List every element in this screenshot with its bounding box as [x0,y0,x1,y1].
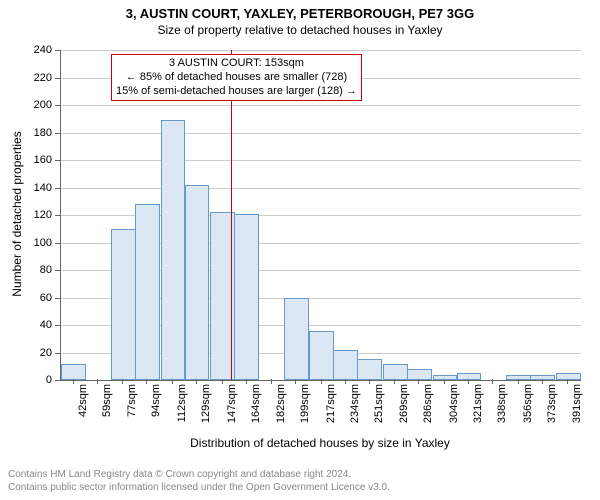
gridline [61,105,581,106]
gridline [61,188,581,189]
ytick-label: 120 [0,209,52,221]
footer-line-1: Contains HM Land Registry data © Crown c… [8,469,592,482]
xtick-mark [492,379,493,384]
xtick-label: 217sqm [325,384,337,423]
gridline [61,50,581,51]
xtick-mark [73,379,74,384]
xtick-label: 182sqm [275,384,287,423]
ytick-label: 0 [0,374,52,386]
gridline [61,160,581,161]
xtick-mark [321,379,322,384]
xtick-mark [122,379,123,384]
xtick-mark [222,379,223,384]
xtick-label: 356sqm [522,384,534,423]
xtick-mark [418,379,419,384]
xtick-mark [369,379,370,384]
chart-title: 3, AUSTIN COURT, YAXLEY, PETERBOROUGH, P… [0,0,600,21]
xtick-mark [468,379,469,384]
xtick-label: 234sqm [349,384,361,423]
gridline [61,133,581,134]
xtick-label: 112sqm [176,384,188,422]
xtick-mark [518,379,519,384]
ytick-label: 160 [0,154,52,166]
figure: 3, AUSTIN COURT, YAXLEY, PETERBOROUGH, P… [0,0,600,500]
ytick-label: 80 [0,264,52,276]
xtick-mark [97,379,98,384]
xtick-mark [394,379,395,384]
xtick-label: 164sqm [250,384,262,423]
histogram-bar [383,364,408,381]
xtick-label: 286sqm [422,384,434,423]
annotation-line-1: 3 AUSTIN COURT: 153sqm [116,57,357,71]
xtick-mark [172,379,173,384]
ytick-label: 200 [0,99,52,111]
ytick-label: 20 [0,347,52,359]
histogram-bar [309,331,334,381]
xtick-mark [567,379,568,384]
xtick-label: 59sqm [101,384,113,417]
xtick-mark [295,379,296,384]
histogram-bar [333,350,358,380]
xtick-label: 269sqm [398,384,410,423]
histogram-bar [556,373,581,380]
xtick-label: 42sqm [77,384,89,417]
ytick-label: 180 [0,127,52,139]
annotation-line-2: ← 85% of detached houses are smaller (72… [116,71,357,85]
x-axis-ticks: 42sqm 59sqm 77sqm 94sqm 112sqm 129sqm 147sqm 16… [60,380,580,440]
ytick-label: 220 [0,72,52,84]
xtick-label: 373sqm [546,384,558,423]
xtick-label: 338sqm [496,384,508,423]
histogram-bar [234,214,259,380]
histogram-bar [135,204,160,380]
ytick-label: 140 [0,182,52,194]
xtick-label: 129sqm [200,384,212,423]
xtick-label: 321sqm [472,384,484,423]
xtick-mark [271,379,272,384]
histogram-bar [284,298,309,381]
histogram-bar [111,229,136,380]
ytick-label: 240 [0,44,52,56]
xtick-mark [146,379,147,384]
histogram-bar [161,120,186,380]
xtick-label: 147sqm [226,384,238,423]
ytick-label: 40 [0,319,52,331]
xtick-label: 304sqm [448,384,460,423]
chart-subtitle: Size of property relative to detached ho… [0,21,600,37]
xtick-label: 77sqm [126,384,138,417]
footer-line-2: Contains public sector information licen… [8,482,592,495]
xtick-mark [345,379,346,384]
xtick-mark [246,379,247,384]
xtick-label: 94sqm [150,384,162,417]
xtick-label: 251sqm [373,384,385,423]
footer-attribution: Contains HM Land Registry data © Crown c… [8,469,592,494]
xtick-mark [444,379,445,384]
xtick-mark [542,379,543,384]
ytick-label: 60 [0,292,52,304]
histogram-bar [61,364,86,381]
histogram-bar [185,185,210,380]
x-axis-label: Distribution of detached houses by size … [60,436,580,450]
xtick-label: 391sqm [571,384,583,423]
ytick-label: 100 [0,237,52,249]
xtick-label: 199sqm [299,384,311,423]
histogram-bar [357,359,382,380]
xtick-mark [196,379,197,384]
annotation-box: 3 AUSTIN COURT: 153sqm ← 85% of detached… [111,54,362,101]
annotation-line-3: 15% of semi-detached houses are larger (… [116,85,357,99]
plot-area: 3 AUSTIN COURT: 153sqm ← 85% of detached… [60,50,581,381]
